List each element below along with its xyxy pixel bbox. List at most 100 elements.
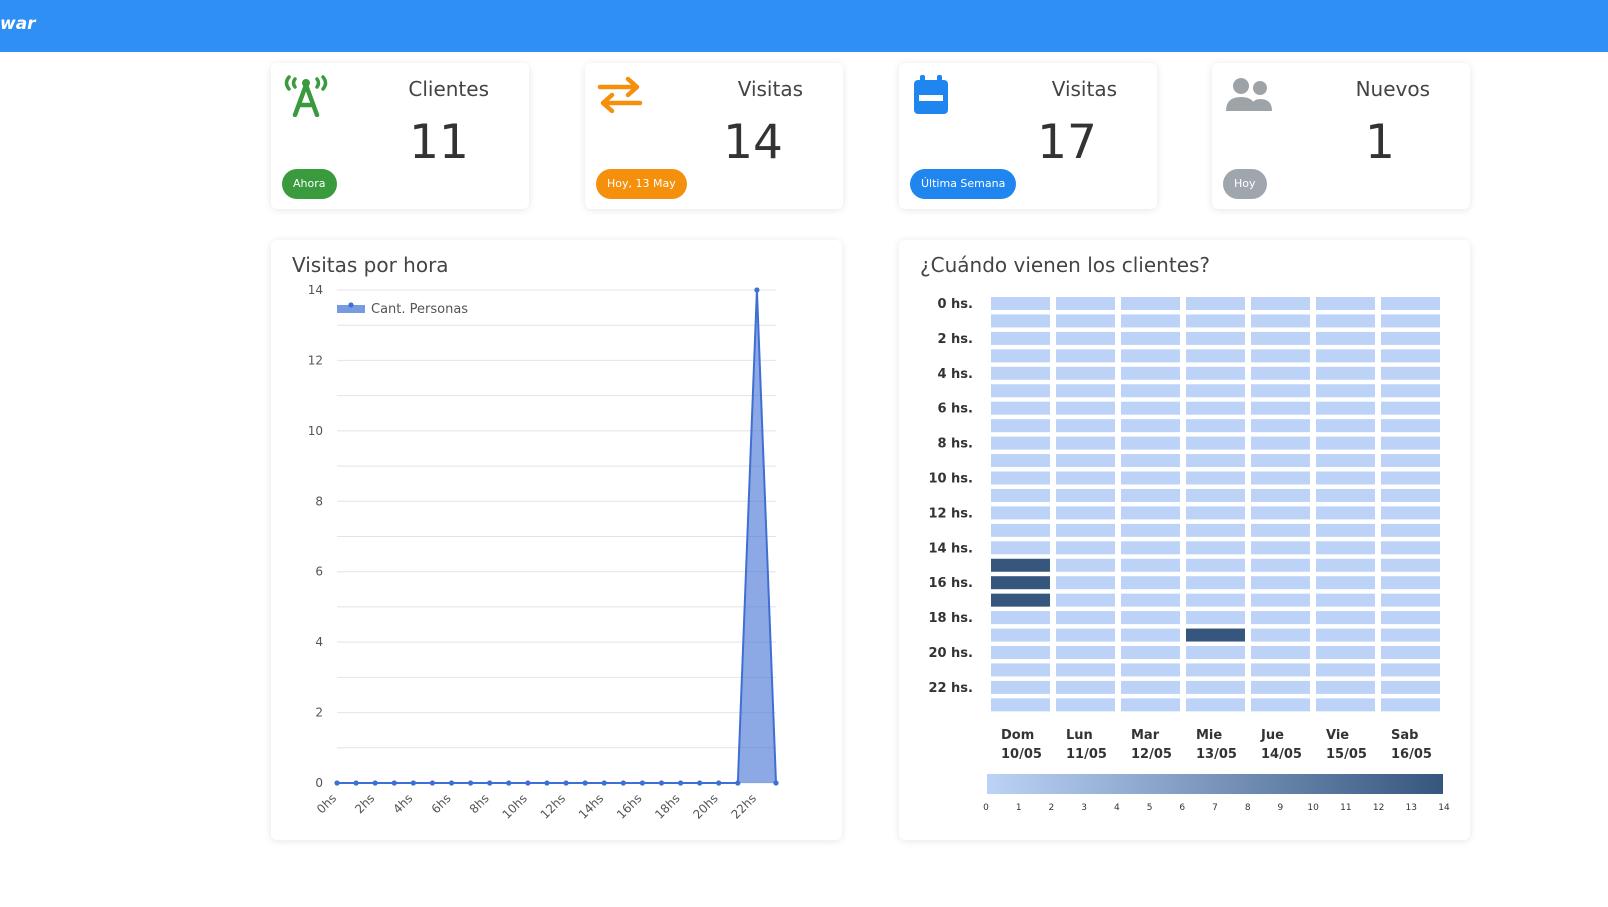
card-value: 17 <box>1037 115 1097 170</box>
heatmap-cell <box>1056 506 1115 520</box>
heatmap-cell <box>1056 401 1115 415</box>
heatmap-cell <box>991 401 1050 415</box>
y-tick-label: 0 <box>315 776 323 790</box>
legend-swatch <box>337 305 365 313</box>
heatmap-cell <box>1251 488 1310 502</box>
row-label: 20 hs. <box>928 646 973 661</box>
row-label: 14 hs. <box>928 541 973 556</box>
x-tick-label: 8hs <box>467 791 492 816</box>
data-point <box>582 780 588 786</box>
heatmap-cell <box>1121 331 1180 345</box>
heatmap-cell <box>1251 384 1310 398</box>
heatmap-cell <box>1186 576 1245 590</box>
y-tick-label: 14 <box>308 283 323 297</box>
heatmap-cell <box>1056 436 1115 450</box>
y-tick-label: 6 <box>315 565 323 579</box>
heatmap-cell <box>1121 506 1180 520</box>
heatmap-cell <box>1381 663 1440 677</box>
heatmap-cell <box>1186 523 1245 537</box>
heatmap-cell <box>1381 698 1440 712</box>
heatmap-cell <box>1316 576 1375 590</box>
heatmap-cell <box>1316 663 1375 677</box>
heatmap-cell <box>1316 646 1375 659</box>
top-navbar: war <box>0 0 1608 52</box>
heatmap-cell <box>1121 436 1180 450</box>
x-tick-label: 0hs <box>314 791 339 816</box>
heatmap-cell <box>1186 297 1245 310</box>
data-point <box>735 780 741 786</box>
heatmap-cell <box>991 506 1050 520</box>
heatmap-cell <box>1121 558 1180 572</box>
heatmap-cell <box>991 349 1050 363</box>
heatmap-cell <box>991 698 1050 712</box>
heatmap-cell <box>1121 663 1180 677</box>
heatmap-cell <box>1251 506 1310 520</box>
heatmap-cell <box>1251 523 1310 537</box>
heatmap-cell <box>991 488 1050 502</box>
heatmap-cell <box>1316 436 1375 450</box>
heatmap-cell <box>1381 331 1440 345</box>
chart-title: Visitas por hora <box>292 253 449 277</box>
heatmap-cell <box>1056 593 1115 607</box>
heatmap-cell <box>1381 384 1440 398</box>
row-label: 4 hs. <box>937 367 973 382</box>
column-date-label: 14/05 <box>1261 747 1302 762</box>
heatmap-cell <box>1121 366 1180 380</box>
heatmap-cell <box>1121 384 1180 398</box>
scale-tick-label: 0 <box>983 803 989 813</box>
data-point <box>716 780 722 786</box>
heatmap-cell <box>1186 366 1245 380</box>
row-label: 22 hs. <box>928 681 973 696</box>
data-point <box>620 780 626 786</box>
heatmap-cell <box>1056 471 1115 485</box>
heatmap-cell <box>1316 401 1375 415</box>
heatmap-cell <box>1251 436 1310 450</box>
row-label: 16 hs. <box>928 576 973 591</box>
heatmap-cell <box>1121 628 1180 642</box>
data-point <box>391 780 397 786</box>
heatmap-cell <box>1186 611 1245 625</box>
column-day-label: Dom <box>1001 728 1034 743</box>
heatmap-cell <box>991 541 1050 555</box>
calendar-icon <box>910 73 958 117</box>
brand-logo[interactable]: war <box>0 14 36 34</box>
heatmap-cell <box>1316 541 1375 555</box>
heatmap-cell <box>991 593 1050 607</box>
row-label: 8 hs. <box>937 437 973 452</box>
heatmap-cell <box>991 331 1050 345</box>
data-point <box>563 780 569 786</box>
heatmap-cell <box>1056 680 1115 694</box>
column-day-label: Lun <box>1066 728 1093 743</box>
card-title: Visitas <box>1051 77 1117 101</box>
heatmap-cell <box>991 384 1050 398</box>
column-day-label: Jue <box>1260 728 1284 743</box>
heatmap-cell <box>1186 680 1245 694</box>
heatmap-cell <box>1121 576 1180 590</box>
heatmap-cell <box>1121 488 1180 502</box>
heatmap-cell <box>1121 541 1180 555</box>
column-date-label: 11/05 <box>1066 747 1107 762</box>
heatmap-cell <box>1186 628 1245 642</box>
data-point <box>639 780 645 786</box>
heatmap-cell <box>1186 436 1245 450</box>
heatmap-cell <box>991 663 1050 677</box>
stat-card-visitas-semana: Visitas 17 Última Semana <box>899 63 1157 209</box>
card-value: 14 <box>723 115 783 170</box>
heatmap-cell <box>1186 541 1245 555</box>
stat-card-nuevos: Nuevos 1 Hoy <box>1212 63 1470 209</box>
heatmap-cell <box>1056 454 1115 468</box>
heatmap-cell <box>1381 454 1440 468</box>
data-point <box>410 780 416 786</box>
heatmap-cell <box>1186 454 1245 468</box>
y-tick-label: 12 <box>308 353 323 367</box>
data-point <box>506 780 512 786</box>
heatmap-cell <box>1316 419 1375 433</box>
row-label: 12 hs. <box>928 506 973 521</box>
heatmap-cell <box>1381 593 1440 607</box>
heatmap-cell <box>1381 576 1440 590</box>
heatmap-cell <box>991 366 1050 380</box>
heatmap-chart: 0 hs. 2 hs. 4 hs. 6 hs. 8 hs. 10 hs. 12 hs. 14 … <box>928 297 1450 813</box>
heatmap-cell <box>991 436 1050 450</box>
x-tick-label: 22hs <box>729 791 760 822</box>
heatmap-cell <box>1121 349 1180 363</box>
